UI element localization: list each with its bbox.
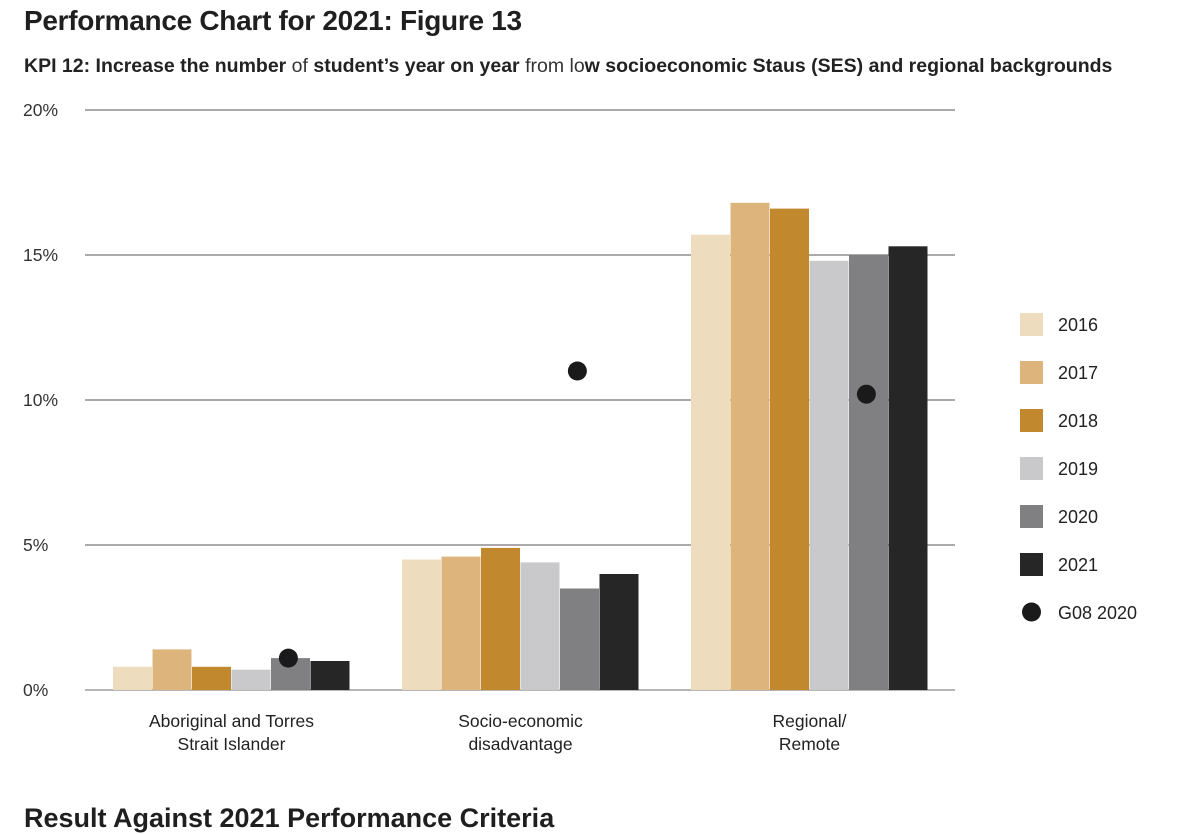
y-tick-label: 10% — [23, 390, 58, 410]
bar-2019-1 — [520, 562, 560, 690]
legend-swatch-2021 — [1020, 553, 1043, 576]
chart-title: Performance Chart for 2021: Figure 13 — [24, 5, 522, 36]
bar-2016-2 — [691, 234, 730, 690]
bar-2021-0 — [310, 661, 350, 690]
section-heading: Result Against 2021 Performance Criteria — [24, 803, 555, 833]
x-tick-label: Socio-economic — [458, 711, 583, 731]
bar-2019-2 — [809, 260, 849, 690]
subtitle-part-4: from lo — [519, 55, 585, 77]
bar-2020-1 — [560, 588, 599, 690]
legend-label: G08 2020 — [1058, 603, 1137, 623]
bar-2019-0 — [231, 669, 271, 690]
subtitle-part-1: KPI 12: Increase the number — [24, 55, 287, 77]
legend-label: 2018 — [1058, 411, 1098, 431]
subtitle-part-5: w socioeconomic Staus (SES) and regional… — [584, 55, 1113, 77]
legend-swatch-2020 — [1020, 505, 1043, 528]
legend-label: 2016 — [1058, 315, 1098, 335]
bar-2017-1 — [441, 556, 481, 690]
bar-2020-2 — [849, 255, 888, 690]
y-tick-label: 5% — [23, 535, 48, 555]
x-tick-label: Remote — [779, 734, 840, 754]
legend-marker-g08-2020 — [1022, 602, 1041, 622]
bar-2021-1 — [599, 574, 639, 690]
legend-label: 2020 — [1058, 507, 1098, 527]
legend-label: 2021 — [1058, 555, 1098, 575]
marker-g08-2020-1 — [567, 361, 587, 381]
bar-2018-1 — [481, 547, 520, 690]
x-tick-label: Regional/ — [773, 711, 847, 731]
legend-swatch-2016 — [1020, 313, 1043, 336]
bar-2018-2 — [770, 208, 809, 690]
legend-swatch-2018 — [1020, 409, 1043, 432]
y-tick-label: 0% — [23, 680, 48, 700]
bar-2017-2 — [730, 202, 770, 691]
x-tick-label: disadvantage — [468, 734, 572, 754]
legend-label: 2019 — [1058, 459, 1098, 479]
bar-2021-2 — [888, 246, 928, 691]
x-tick-label: Strait Islander — [178, 734, 286, 754]
y-tick-label: 20% — [23, 100, 58, 120]
bar-2016-1 — [402, 559, 441, 690]
x-tick-label: Aboriginal and Torres — [149, 711, 314, 731]
bar-2018-0 — [192, 666, 231, 690]
bar-2016-0 — [113, 666, 152, 690]
legend-swatch-2017 — [1020, 361, 1043, 384]
bar-chart: 0% 5% 10% 15% 20% Aboriginal and Torres Strait… — [23, 100, 1137, 754]
legend-swatch-2019 — [1020, 457, 1043, 480]
subtitle-part-3: student’s year on year — [313, 55, 520, 77]
bar-2017-0 — [152, 649, 192, 690]
subtitle-part-2: of — [286, 55, 314, 77]
marker-g08-2020-0 — [278, 648, 298, 668]
chart-subtitle: KPI 12: Increase the number of student’s… — [24, 55, 1112, 78]
legend-label: 2017 — [1058, 363, 1098, 383]
y-tick-label: 15% — [23, 245, 58, 265]
marker-g08-2020-2 — [856, 384, 876, 404]
